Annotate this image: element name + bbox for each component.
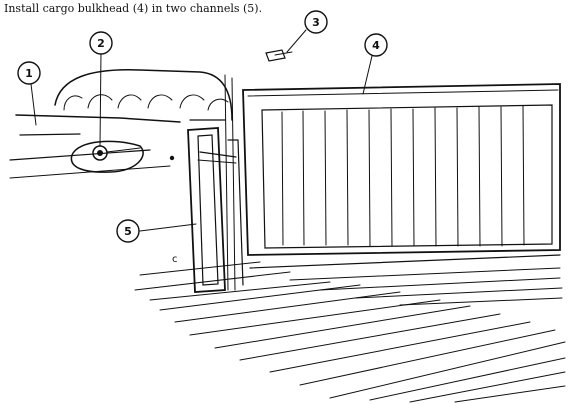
- svg-text:3: 3: [312, 16, 320, 29]
- leader-lines: [30, 29, 373, 232]
- nut-assembly: [70, 140, 144, 173]
- callout-3: 3: [304, 10, 328, 34]
- truck-bed-wall: [9, 74, 236, 291]
- cargo-bulkhead: [242, 83, 561, 256]
- callout-1: 1: [17, 61, 41, 85]
- callout-5: 5: [116, 219, 140, 243]
- channel-pair: [169, 127, 244, 293]
- svg-text:1: 1: [25, 67, 33, 80]
- wheel-well-arch: [54, 69, 233, 121]
- stray-mark: c: [172, 254, 178, 265]
- svg-text:5: 5: [124, 225, 132, 238]
- svg-text:2: 2: [97, 37, 105, 50]
- svg-text:4: 4: [372, 39, 380, 52]
- instruction-text: Install cargo bulkhead (4) in two channe…: [4, 2, 263, 15]
- callout-4: 4: [364, 33, 388, 57]
- cargo-floor: [134, 254, 566, 403]
- callout-2: 2: [89, 31, 113, 55]
- bolt: [265, 49, 293, 62]
